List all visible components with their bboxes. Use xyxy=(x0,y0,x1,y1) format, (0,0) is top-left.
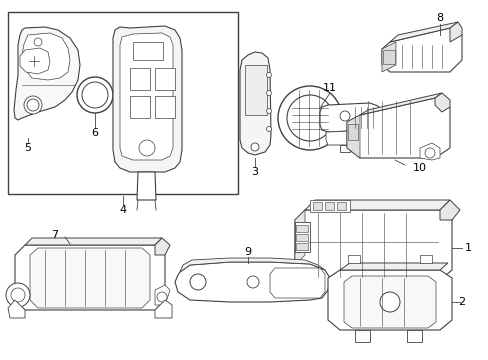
Polygon shape xyxy=(389,22,457,42)
Circle shape xyxy=(266,108,271,113)
Polygon shape xyxy=(343,276,435,328)
Circle shape xyxy=(250,143,259,151)
Text: 9: 9 xyxy=(244,247,251,257)
Bar xyxy=(336,202,346,210)
Polygon shape xyxy=(439,200,459,220)
Polygon shape xyxy=(20,48,50,74)
Polygon shape xyxy=(359,93,441,115)
Bar xyxy=(295,234,307,241)
Polygon shape xyxy=(434,93,449,112)
Polygon shape xyxy=(155,300,172,318)
Polygon shape xyxy=(319,103,381,132)
Polygon shape xyxy=(137,172,156,200)
Bar xyxy=(309,200,349,212)
Polygon shape xyxy=(113,26,182,172)
Polygon shape xyxy=(381,28,461,72)
Circle shape xyxy=(82,82,108,108)
Bar xyxy=(325,202,333,210)
Text: 2: 2 xyxy=(458,297,465,307)
Polygon shape xyxy=(327,270,451,330)
Polygon shape xyxy=(269,268,325,298)
Text: 5: 5 xyxy=(24,143,31,153)
Polygon shape xyxy=(339,145,349,152)
Polygon shape xyxy=(325,130,369,145)
Polygon shape xyxy=(305,200,449,210)
Polygon shape xyxy=(419,255,431,263)
Polygon shape xyxy=(120,33,173,160)
Circle shape xyxy=(339,111,349,121)
Bar xyxy=(295,225,307,232)
Text: 4: 4 xyxy=(119,205,126,215)
Circle shape xyxy=(246,276,259,288)
Circle shape xyxy=(6,283,30,307)
Polygon shape xyxy=(155,285,170,305)
Polygon shape xyxy=(8,300,25,318)
Polygon shape xyxy=(15,245,164,310)
Polygon shape xyxy=(294,210,451,280)
Bar xyxy=(130,68,150,90)
Circle shape xyxy=(190,274,205,290)
Text: 8: 8 xyxy=(436,13,443,23)
Bar xyxy=(244,65,266,115)
Bar xyxy=(295,243,307,250)
Bar xyxy=(347,124,357,140)
Polygon shape xyxy=(354,330,369,342)
Polygon shape xyxy=(381,42,395,72)
Circle shape xyxy=(11,288,25,302)
Polygon shape xyxy=(339,263,447,270)
Circle shape xyxy=(379,292,399,312)
Circle shape xyxy=(34,38,42,46)
Polygon shape xyxy=(180,258,325,272)
Polygon shape xyxy=(346,98,449,158)
Circle shape xyxy=(139,140,155,156)
Polygon shape xyxy=(294,210,305,265)
Text: 3: 3 xyxy=(251,167,258,177)
Circle shape xyxy=(266,90,271,95)
Text: 11: 11 xyxy=(323,83,336,93)
Circle shape xyxy=(266,72,271,77)
Text: 1: 1 xyxy=(464,243,470,253)
Circle shape xyxy=(24,96,42,114)
Bar xyxy=(155,68,175,90)
Polygon shape xyxy=(22,33,70,80)
Polygon shape xyxy=(449,22,461,42)
Polygon shape xyxy=(346,115,359,158)
Polygon shape xyxy=(155,238,170,255)
Bar xyxy=(312,202,321,210)
Circle shape xyxy=(424,148,434,158)
Bar xyxy=(294,222,309,252)
Text: 10: 10 xyxy=(412,163,426,173)
Circle shape xyxy=(286,95,332,141)
Circle shape xyxy=(77,77,113,113)
Polygon shape xyxy=(240,52,270,155)
Circle shape xyxy=(278,86,341,150)
Circle shape xyxy=(266,126,271,131)
Circle shape xyxy=(298,272,310,284)
Polygon shape xyxy=(14,27,80,120)
Bar xyxy=(130,96,150,118)
Bar xyxy=(133,42,163,60)
Polygon shape xyxy=(347,255,359,263)
Polygon shape xyxy=(30,248,150,308)
Polygon shape xyxy=(406,330,421,342)
Polygon shape xyxy=(175,262,329,302)
Text: 6: 6 xyxy=(91,128,98,138)
Polygon shape xyxy=(419,143,439,160)
Bar xyxy=(382,50,394,64)
Bar xyxy=(8,12,238,194)
Polygon shape xyxy=(25,238,162,245)
Bar xyxy=(155,96,175,118)
Circle shape xyxy=(27,99,39,111)
Circle shape xyxy=(157,292,167,302)
Text: 7: 7 xyxy=(51,230,59,240)
